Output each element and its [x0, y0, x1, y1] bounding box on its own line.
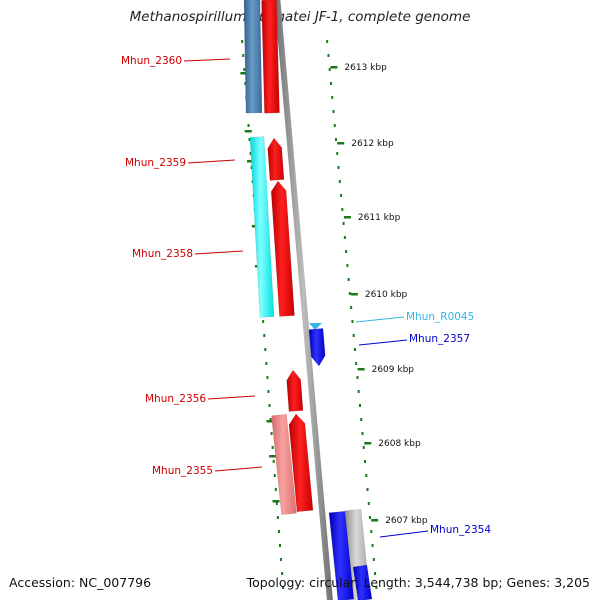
outer-ring-dot	[334, 124, 336, 127]
feature-mhun-2360-steel[interactable]	[244, 0, 262, 113]
gene-leader-line	[356, 317, 404, 322]
outer-ring-dot	[354, 348, 356, 351]
outer-ring-dot	[333, 110, 335, 113]
scale-tick	[330, 66, 337, 69]
outer-ring-dot	[327, 54, 329, 57]
scale-tick-label: 2612 kbp	[351, 139, 394, 149]
gene-label-mhun-2360[interactable]: Mhun_2360	[121, 55, 182, 67]
inner-ring-dot	[278, 530, 280, 533]
scale-tick-label: 2607 kbp	[385, 516, 428, 526]
outer-ring-dot	[329, 68, 331, 71]
inner-ring-dot	[275, 488, 277, 491]
inner-ring-dot	[242, 54, 244, 57]
outer-ring-dot	[331, 96, 333, 99]
scale-tick-label: 2611 kbp	[358, 213, 401, 223]
outer-ring-dot	[365, 474, 367, 477]
inner-ring-dot	[272, 446, 274, 449]
inner-ring-dot	[265, 362, 267, 365]
outer-ring-dot	[369, 516, 371, 519]
outer-ring-dot	[355, 362, 357, 365]
outer-ring-dot	[336, 152, 338, 155]
accession-text: Accession: NC_007796	[9, 575, 151, 590]
outer-ring-dot	[330, 82, 332, 85]
feature-mhun-2360-red[interactable]	[262, 0, 280, 113]
outer-ring-dot	[346, 264, 348, 267]
scale-tick	[364, 442, 371, 445]
feature-mhun-2359-red[interactable]	[268, 138, 284, 181]
gene-label-mhun-2356[interactable]: Mhun_2356	[145, 393, 206, 405]
inner-ring-dot	[248, 124, 250, 127]
outer-ring-dot	[358, 390, 360, 393]
scale-tick-label: 2608 kbp	[378, 439, 421, 449]
outer-ring-dot	[345, 250, 347, 253]
outer-ring-dot	[363, 446, 365, 449]
outer-ring-dot	[351, 320, 353, 323]
gene-leader-line	[359, 340, 407, 345]
scale-tick	[337, 142, 344, 145]
outer-ring-dot	[341, 208, 343, 211]
inner-ring-dot	[274, 474, 276, 477]
inner-ring-dash	[273, 500, 280, 503]
outer-ring-dot	[349, 292, 351, 295]
gene-leader-line	[195, 251, 243, 254]
gene-label-mhun-2354[interactable]: Mhun_2354	[430, 524, 491, 536]
inner-ring-dot	[277, 516, 279, 519]
gene-label-mhun-2355[interactable]: Mhun_2355	[152, 465, 213, 477]
inner-ring-dot	[266, 376, 268, 379]
outer-ring-dot	[340, 194, 342, 197]
scale-tick	[358, 368, 365, 371]
outer-ring-dot	[353, 334, 355, 337]
scale-tick-label: 2613 kbp	[344, 63, 387, 73]
inner-ring-dot	[279, 544, 281, 547]
genome-map: 2613 kbp 2612 kbp 2611 kbp 2610 kbp 2609 kbp…	[0, 0, 600, 600]
outer-ring-dot	[343, 222, 345, 225]
scale-tick	[371, 519, 378, 522]
outer-ring-dot	[348, 278, 350, 281]
outer-ring-dot	[339, 180, 341, 183]
inner-ring-dot	[264, 348, 266, 351]
outer-ring-dot	[361, 432, 363, 435]
outer-ring-dot	[335, 138, 337, 141]
outer-ring-dot	[370, 530, 372, 533]
outer-ring-dot	[373, 558, 375, 561]
gene-leader-line	[215, 467, 262, 471]
feature-mhun-2356[interactable]	[287, 370, 303, 412]
outer-ring-dot	[356, 376, 358, 379]
outer-ring-dot	[359, 404, 361, 407]
feature-mhun-2358-red[interactable]	[271, 181, 294, 317]
inner-ring-dot	[267, 390, 269, 393]
inner-ring-dot	[241, 40, 243, 43]
inner-ring-dot	[269, 404, 271, 407]
gene-label-mhun-2357[interactable]: Mhun_2357	[409, 333, 470, 345]
outer-ring-dot	[372, 544, 374, 547]
scale-tick-label: 2609 kbp	[372, 365, 415, 375]
outer-ring-dot	[360, 418, 362, 421]
outer-ring-dot	[367, 488, 369, 491]
gene-leader-line	[184, 59, 230, 61]
outer-ring-dot	[364, 460, 366, 463]
inner-ring-dot	[263, 334, 265, 337]
scale-tick	[344, 216, 351, 219]
inner-ring-dot	[273, 460, 275, 463]
gene-label-mhun-2359[interactable]: Mhun_2359	[125, 157, 186, 169]
inner-ring-dot	[262, 320, 264, 323]
genome-summary-text: Topology: circular; Length: 3,544,738 bp…	[247, 575, 590, 590]
outer-ring-dot	[368, 502, 370, 505]
scale-tick-label: 2610 kbp	[365, 290, 408, 300]
gene-leader-line	[188, 160, 235, 163]
outer-ring-dot	[338, 166, 340, 169]
outer-ring-dot	[326, 40, 328, 43]
gene-leader-line	[380, 531, 428, 537]
gene-label-mhun-r0045[interactable]: Mhun_R0045	[406, 311, 474, 323]
inner-ring-dot	[271, 432, 273, 435]
inner-ring-dash	[245, 130, 252, 133]
inner-ring-dash	[269, 455, 276, 458]
outer-ring-dot	[350, 306, 352, 309]
inner-ring-dot	[280, 558, 282, 561]
scale-tick	[351, 293, 358, 296]
outer-ring-dot	[344, 236, 346, 239]
gene-label-mhun-2358[interactable]: Mhun_2358	[132, 248, 193, 260]
gene-leader-line	[208, 396, 255, 399]
